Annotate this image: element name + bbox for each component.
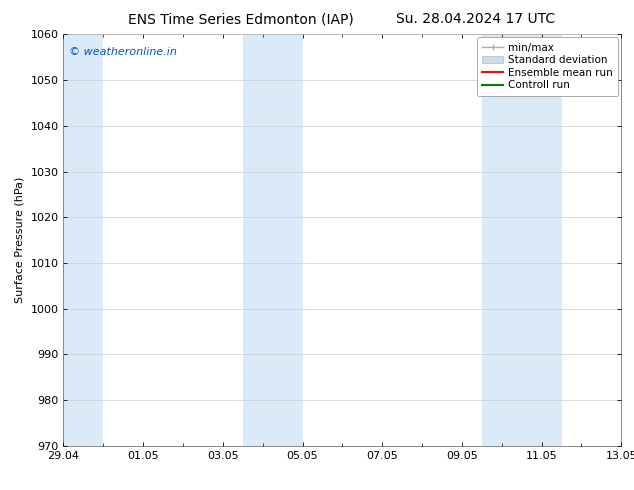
Text: ENS Time Series Edmonton (IAP): ENS Time Series Edmonton (IAP) (128, 12, 354, 26)
Text: © weatheronline.in: © weatheronline.in (69, 47, 177, 57)
Bar (63, 34, 103, 446)
Legend: min/max, Standard deviation, Ensemble mean run, Controll run: min/max, Standard deviation, Ensemble me… (477, 37, 618, 96)
Y-axis label: Surface Pressure (hPa): Surface Pressure (hPa) (15, 177, 25, 303)
Text: Su. 28.04.2024 17 UTC: Su. 28.04.2024 17 UTC (396, 12, 555, 26)
Bar (482, 34, 562, 446)
Bar (243, 34, 302, 446)
